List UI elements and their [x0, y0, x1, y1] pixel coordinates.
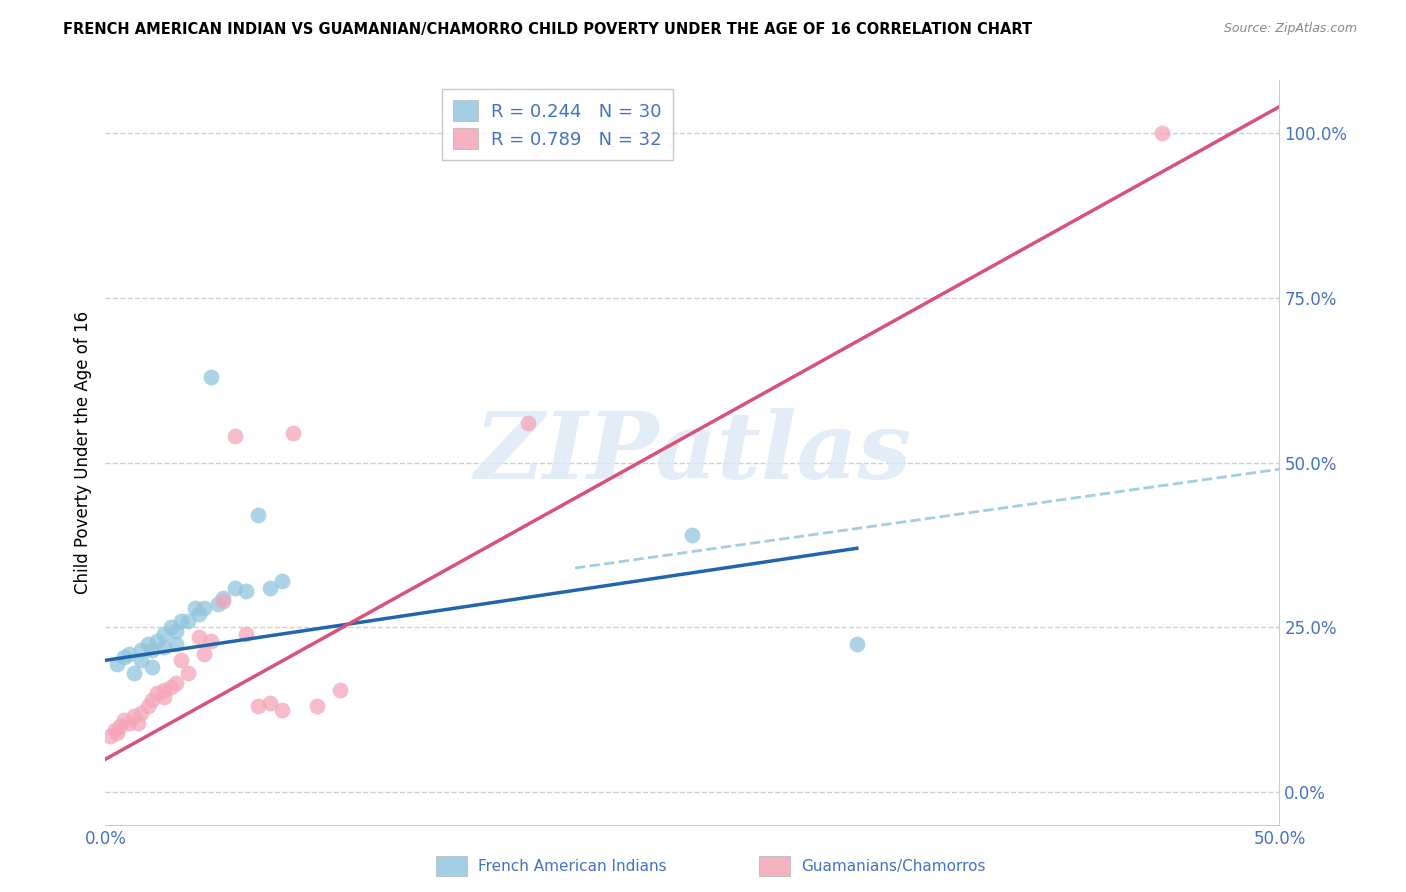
Point — [517, 416, 540, 430]
Text: Guamanians/Chamorros: Guamanians/Chamorros — [801, 859, 986, 873]
Point — [146, 633, 169, 648]
Legend: R = 0.244   N = 30, R = 0.789   N = 32: R = 0.244 N = 30, R = 0.789 N = 32 — [443, 89, 672, 160]
Point — [118, 715, 141, 730]
Point — [146, 686, 169, 700]
Point — [112, 650, 135, 665]
Text: FRENCH AMERICAN INDIAN VS GUAMANIAN/CHAMORRO CHILD POVERTY UNDER THE AGE OF 16 C: FRENCH AMERICAN INDIAN VS GUAMANIAN/CHAM… — [63, 22, 1032, 37]
Point — [259, 696, 281, 710]
Point — [118, 647, 141, 661]
Point — [104, 723, 127, 737]
Point — [127, 715, 149, 730]
Point — [200, 370, 222, 384]
Point — [165, 637, 187, 651]
Point — [98, 729, 121, 743]
Point — [122, 709, 145, 723]
Point — [329, 683, 352, 698]
Text: ZIPatlas: ZIPatlas — [474, 408, 911, 498]
Point — [122, 666, 145, 681]
Point — [160, 620, 183, 634]
Point — [1150, 126, 1173, 140]
Point — [141, 660, 163, 674]
Point — [211, 591, 233, 605]
Point — [682, 528, 704, 542]
Point — [188, 630, 211, 644]
Point — [211, 594, 233, 608]
Point — [270, 574, 292, 589]
Point — [200, 633, 222, 648]
Point — [153, 690, 176, 704]
Point — [235, 627, 257, 641]
Point — [235, 584, 257, 599]
Point — [136, 699, 159, 714]
Point — [259, 581, 281, 595]
Point — [176, 666, 198, 681]
Y-axis label: Child Poverty Under the Age of 16: Child Poverty Under the Age of 16 — [73, 311, 91, 594]
Point — [160, 680, 183, 694]
Point — [845, 637, 868, 651]
Point — [165, 624, 187, 638]
Point — [129, 706, 152, 720]
Point — [176, 614, 198, 628]
Point — [153, 640, 176, 654]
Point — [105, 726, 128, 740]
Point — [141, 643, 163, 657]
Point — [105, 657, 128, 671]
Point — [193, 600, 215, 615]
Point — [136, 637, 159, 651]
Point — [183, 600, 205, 615]
Point — [207, 597, 229, 611]
Point — [224, 581, 246, 595]
Point — [141, 693, 163, 707]
Point — [129, 643, 152, 657]
Point — [169, 653, 191, 667]
Point — [153, 627, 176, 641]
Text: Source: ZipAtlas.com: Source: ZipAtlas.com — [1223, 22, 1357, 36]
Point — [247, 508, 270, 523]
Point — [270, 703, 292, 717]
Point — [283, 425, 305, 440]
Point — [188, 607, 211, 622]
Point — [112, 713, 135, 727]
Point — [129, 653, 152, 667]
Point — [193, 647, 215, 661]
Point — [153, 683, 176, 698]
Point — [247, 699, 270, 714]
Point — [305, 699, 328, 714]
Point — [169, 614, 191, 628]
Point — [108, 719, 131, 733]
Text: French American Indians: French American Indians — [478, 859, 666, 873]
Point — [165, 676, 187, 690]
Point — [224, 429, 246, 443]
